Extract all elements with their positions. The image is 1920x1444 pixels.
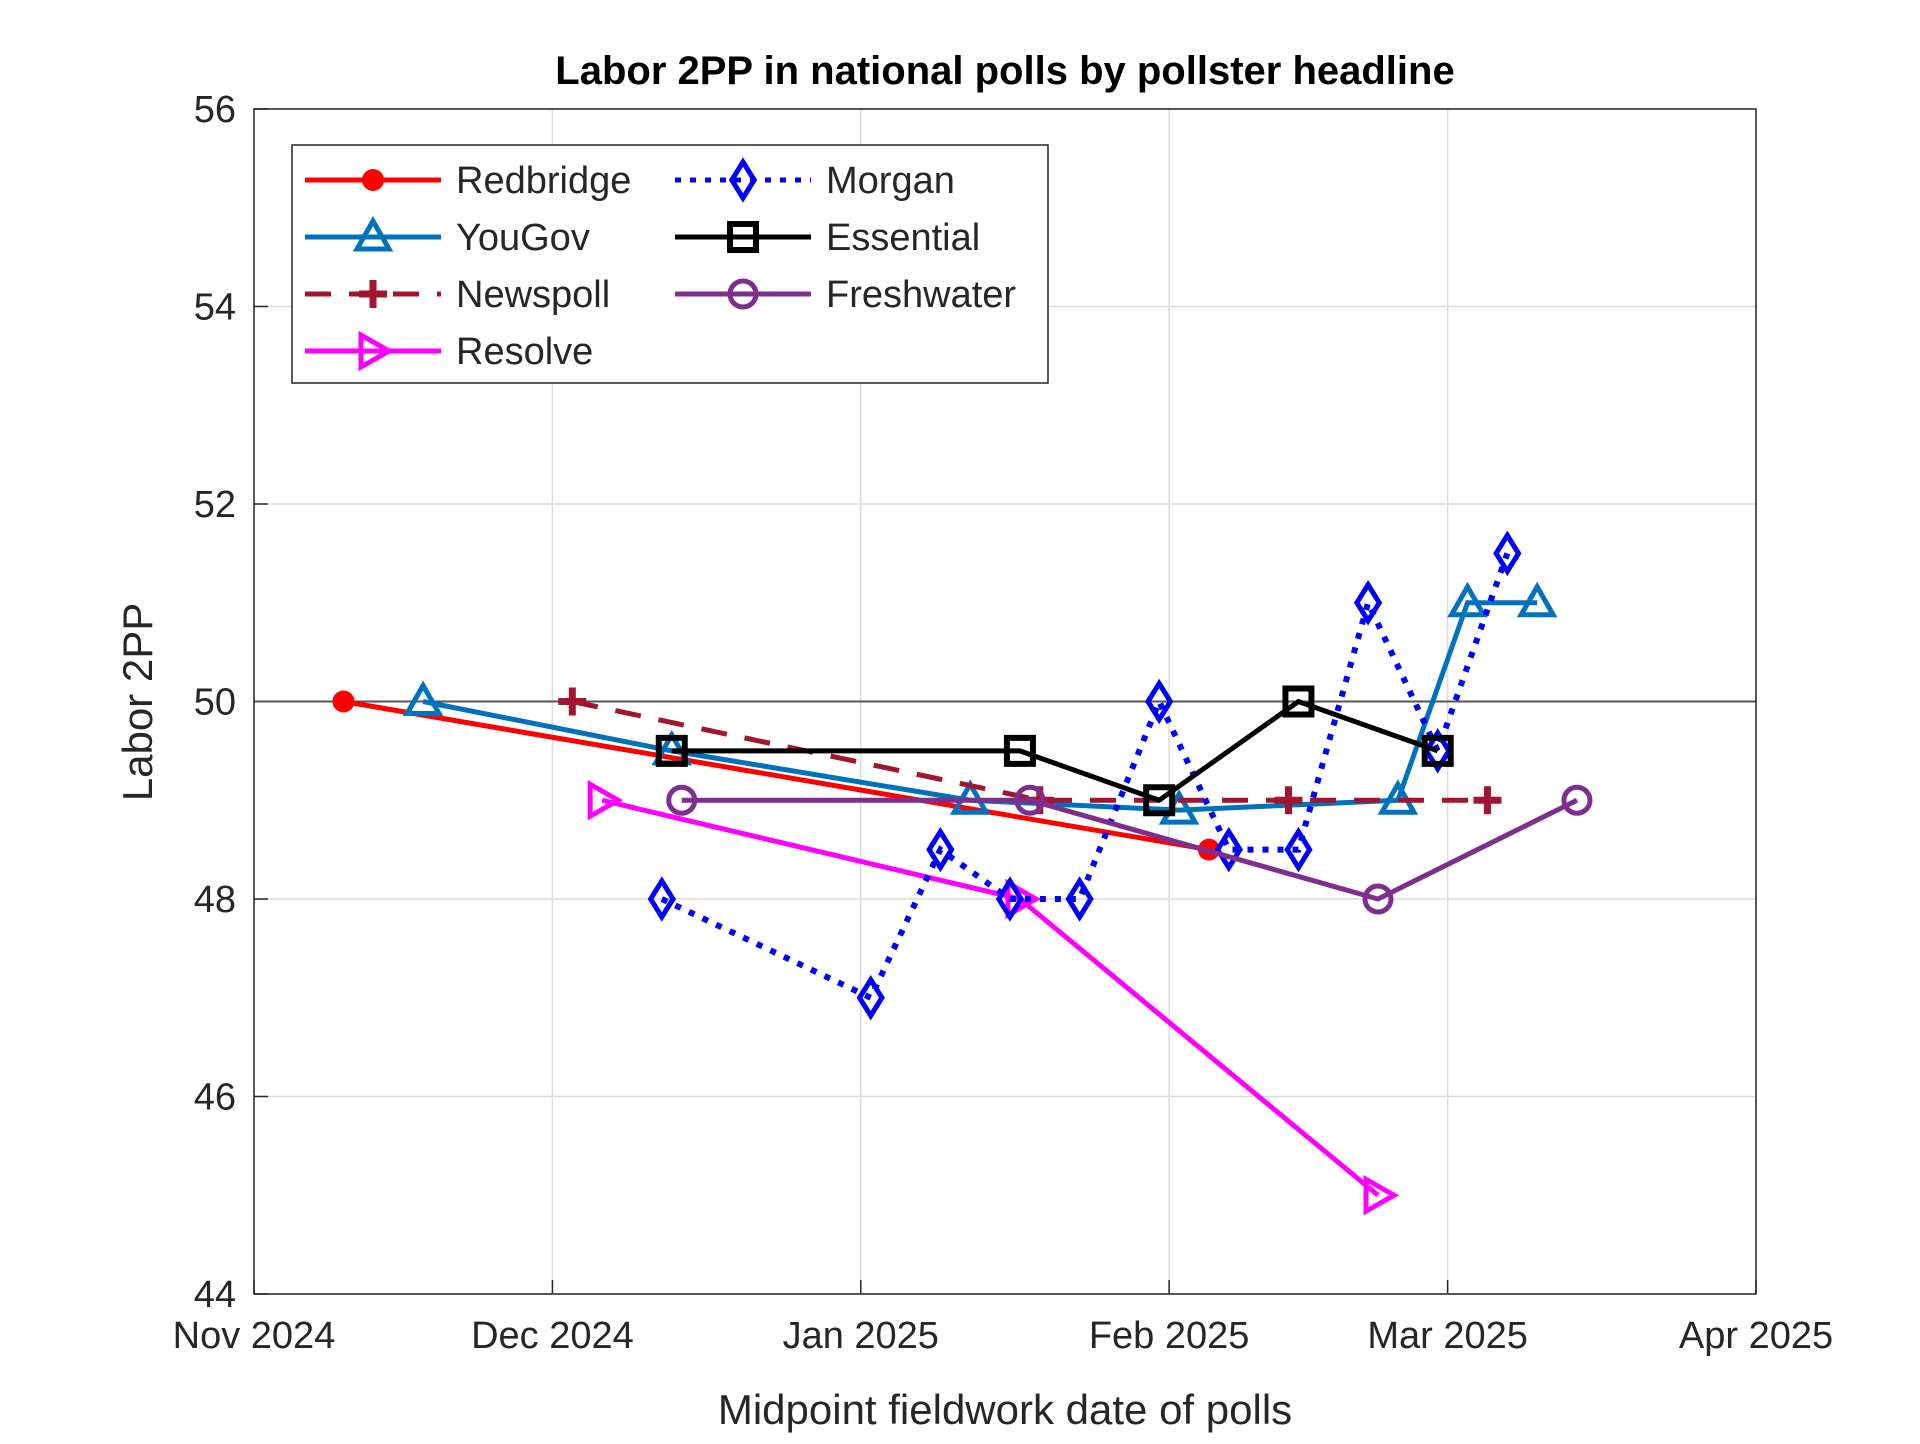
chart-title: Labor 2PP in national polls by pollster … <box>555 49 1454 93</box>
legend-item-redbridge: Redbridge <box>305 160 631 202</box>
marker-diamond <box>995 876 1025 922</box>
y-tick-label: 44 <box>194 1274 236 1316</box>
marker-triangle-right <box>358 330 395 372</box>
series-resolve <box>587 779 1400 1216</box>
marker-triangle-up <box>1447 581 1488 618</box>
marker-diamond <box>1353 580 1383 626</box>
marker-diamond <box>1423 728 1452 774</box>
marker-triangle-up <box>1516 581 1558 618</box>
series-line <box>681 797 1579 902</box>
marker-square <box>1421 734 1454 767</box>
marker-plus <box>558 687 587 716</box>
series-redbridge <box>332 690 1220 861</box>
marker-diamond <box>1214 826 1243 873</box>
x-tick-label: Apr 2025 <box>1679 1315 1833 1357</box>
series-group <box>332 530 1593 1216</box>
legend-box <box>291 144 1049 384</box>
series-morgan <box>647 530 1522 1021</box>
legend-label: Redbridge <box>456 160 631 202</box>
marker-filled-circle <box>332 690 355 713</box>
series-essential <box>655 685 1454 817</box>
marker-diamond <box>1145 678 1174 725</box>
marker-triangle-right <box>1363 1174 1400 1216</box>
marker-triangle-up <box>352 215 394 252</box>
series-freshwater <box>666 784 1593 915</box>
legend-item-yougov: YouGov <box>305 215 590 259</box>
y-tick-label: 46 <box>194 1077 236 1119</box>
legend-label: Newspoll <box>456 274 610 316</box>
marker-plus <box>1274 786 1303 815</box>
marker-triangle-up <box>402 680 444 716</box>
marker-square <box>727 221 759 253</box>
legend: Redbridge YouGov Newspoll Resolve Morgan Esse… <box>291 144 1049 384</box>
marker-square <box>1003 734 1036 767</box>
legend-item-resolve: Resolve <box>305 330 593 373</box>
marker-diamond <box>728 157 758 203</box>
marker-triangle-right <box>1005 878 1041 920</box>
x-tick-label: Dec 2024 <box>471 1315 634 1357</box>
marker-diamond <box>1065 876 1094 922</box>
marker-square <box>655 734 688 767</box>
legend-item-freshwater: Freshwater <box>675 274 1016 316</box>
marker-diamond <box>647 876 676 922</box>
marker-open-circle <box>1561 784 1593 816</box>
tick-labels: Nov 2024 Dec 2024 Jan 2025 Feb 2025 Mar 2025… <box>173 89 1833 1357</box>
y-tick-label: 56 <box>194 89 236 131</box>
marker-diamond <box>1284 826 1313 873</box>
marker-diamond <box>856 975 885 1021</box>
marker-open-circle <box>1014 784 1046 816</box>
legend-item-morgan: Morgan <box>675 157 955 203</box>
y-tick-label: 54 <box>194 287 236 329</box>
marker-plus <box>359 280 387 308</box>
marker-square <box>1143 784 1176 817</box>
marker-square <box>1282 685 1315 718</box>
y-axis-label: Labor 2PP <box>114 603 161 801</box>
marker-filled-circle <box>362 169 384 191</box>
legend-label: Freshwater <box>826 274 1016 316</box>
y-tick-label: 52 <box>194 484 236 526</box>
legend-label: Morgan <box>826 160 955 202</box>
x-axis-label: Midpoint fieldwork date of polls <box>718 1386 1292 1433</box>
legend-item-essential: Essential <box>675 217 980 259</box>
marker-open-circle <box>1362 883 1394 915</box>
x-tick-label: Jan 2025 <box>783 1315 939 1357</box>
marker-diamond <box>926 826 955 873</box>
legend-item-newspoll: Newspoll <box>305 274 610 316</box>
series-line <box>343 699 1210 853</box>
y-tick-label: 50 <box>194 682 236 724</box>
series-line <box>660 552 1511 1002</box>
x-tick-label: Nov 2024 <box>173 1315 336 1357</box>
legend-label: YouGov <box>456 217 590 259</box>
marker-plus <box>1473 786 1502 815</box>
marker-open-circle <box>727 278 759 310</box>
x-tick-label: Mar 2025 <box>1367 1315 1528 1357</box>
marker-open-circle <box>666 784 698 816</box>
legend-label: Resolve <box>456 331 593 373</box>
marker-diamond <box>1493 530 1522 577</box>
series-line <box>601 797 1380 1198</box>
series-line <box>671 698 1439 804</box>
marker-triangle-right <box>587 779 624 821</box>
y-tick-label: 48 <box>194 879 236 921</box>
plot-frame <box>253 108 1757 1295</box>
x-tick-label: Feb 2025 <box>1089 1315 1250 1357</box>
legend-label: Essential <box>826 217 980 259</box>
